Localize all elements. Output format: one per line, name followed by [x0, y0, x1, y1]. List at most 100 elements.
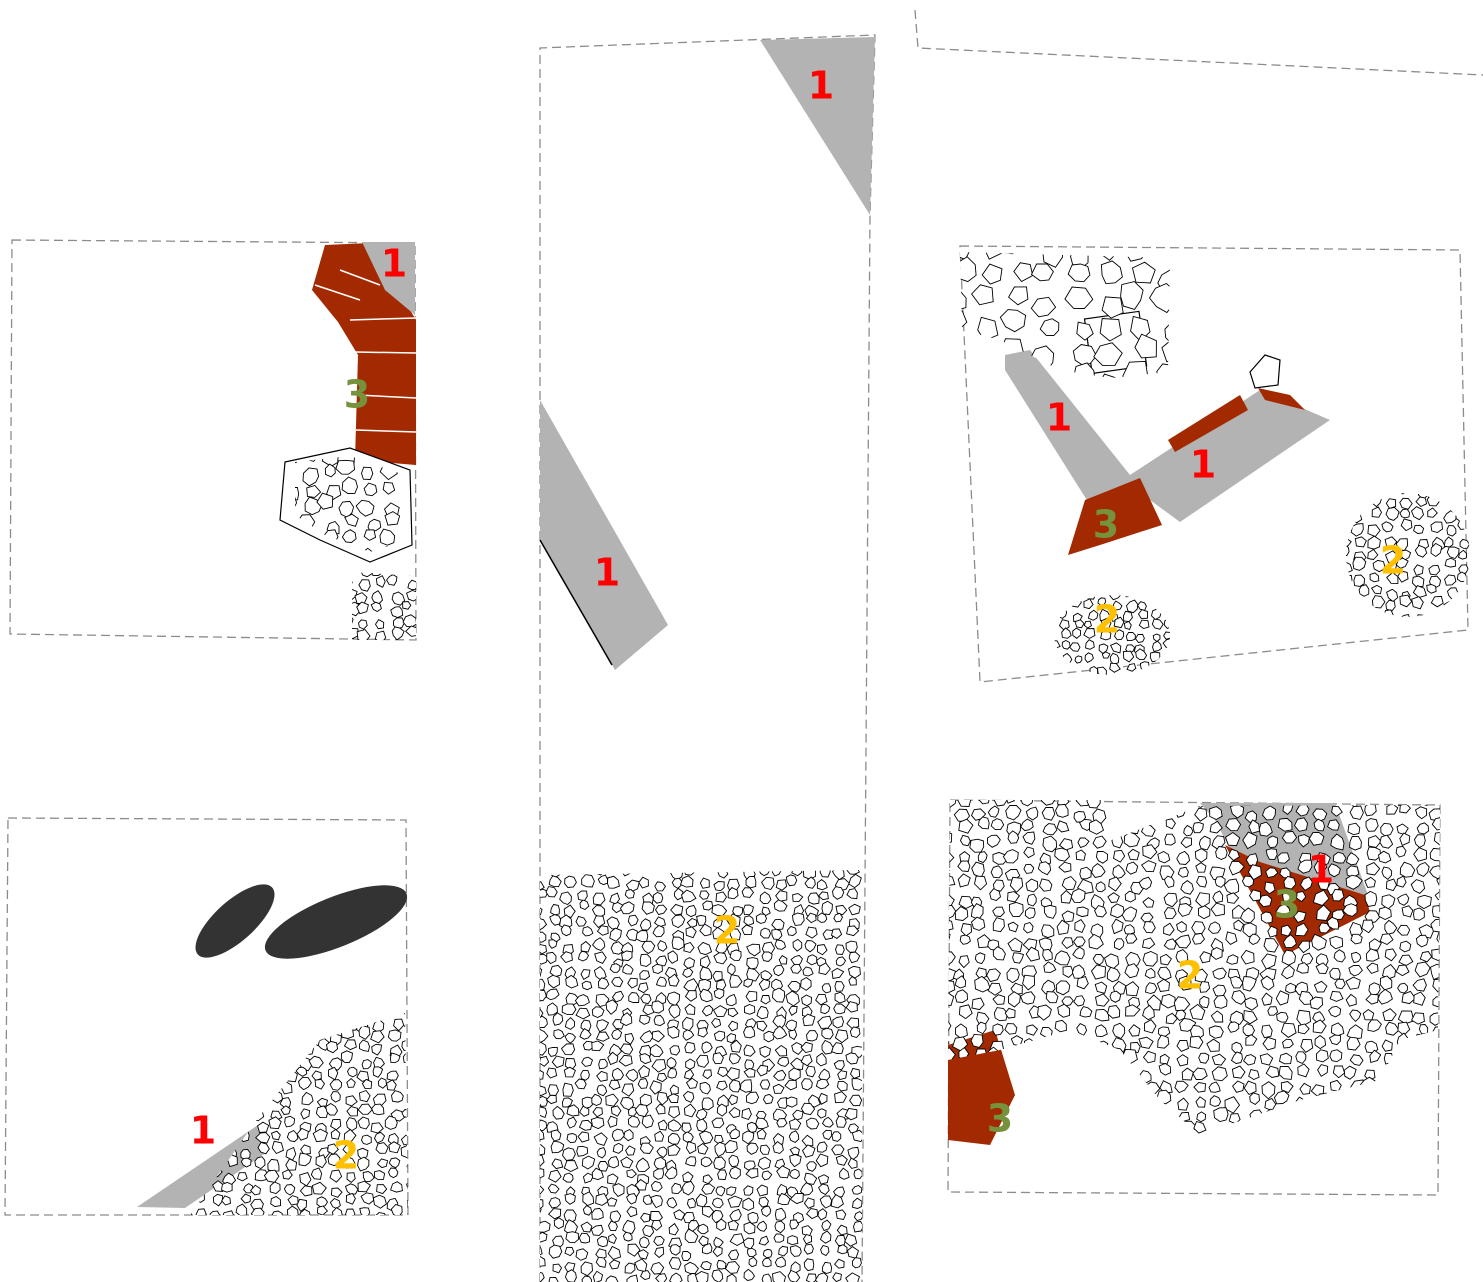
stone: [562, 1172, 574, 1183]
stone: [596, 925, 609, 936]
stone: [250, 1058, 263, 1070]
stone: [1368, 835, 1382, 848]
stone: [1152, 640, 1163, 652]
zone-label: 1: [1190, 443, 1216, 487]
stone: [1368, 982, 1381, 997]
stone: [1397, 893, 1410, 906]
stone: [1162, 1134, 1174, 1135]
stone: [697, 1223, 709, 1235]
stone: [1211, 1066, 1228, 1082]
stone: [835, 904, 848, 916]
stone: [1432, 905, 1440, 919]
stone: [786, 925, 797, 936]
stone: [1259, 1053, 1274, 1066]
stone: [668, 1257, 682, 1270]
stone: [1076, 1023, 1088, 1037]
stone: [1194, 968, 1208, 984]
stone: [1412, 585, 1427, 599]
stone: [1283, 875, 1297, 890]
stone: [990, 865, 1003, 879]
stone: [669, 1084, 679, 1096]
stone: [992, 906, 1005, 918]
stone: [801, 994, 813, 1007]
stone: [328, 1066, 339, 1081]
stone: [268, 1013, 279, 1014]
stone: [611, 902, 624, 914]
stone: [1410, 506, 1425, 521]
stone: [625, 1068, 638, 1082]
stone: [1280, 1022, 1297, 1038]
stone: [1060, 1125, 1074, 1135]
stone: [715, 979, 727, 991]
stone: [568, 870, 578, 872]
stone: [404, 1013, 408, 1019]
stone: [301, 1091, 314, 1106]
stone: [683, 957, 696, 969]
stone: [948, 931, 951, 946]
stone: [745, 875, 757, 889]
stone: [257, 1141, 270, 1155]
stone: [608, 1079, 621, 1091]
stone: [747, 1211, 759, 1224]
stone: [728, 1154, 740, 1168]
stone: [235, 1203, 248, 1215]
stone: [849, 1067, 861, 1079]
stone: [1249, 1109, 1264, 1124]
stone: [746, 957, 759, 970]
stone: [634, 1104, 649, 1118]
stone: [1006, 967, 1020, 984]
stone: [564, 1193, 576, 1205]
stone: [330, 1119, 342, 1131]
stone: [622, 1219, 636, 1234]
zone-label: 2: [1177, 954, 1203, 998]
stone: [548, 1244, 563, 1259]
stone: [316, 492, 334, 510]
stone: [575, 1248, 589, 1261]
stone: [1127, 822, 1141, 835]
stone: [1062, 965, 1075, 978]
stone: [593, 966, 607, 981]
stone: [195, 1208, 207, 1215]
stone: [1213, 994, 1228, 1009]
stone: [992, 946, 1006, 961]
stone: [285, 1146, 297, 1161]
stone: [1317, 1064, 1329, 1077]
stone: [608, 870, 622, 873]
stone: [1142, 1004, 1155, 1021]
stone: [1352, 556, 1367, 571]
stone: [774, 939, 787, 950]
stone: [345, 1192, 356, 1205]
stone: [741, 1107, 752, 1121]
stone: [552, 1012, 564, 1026]
stone: [1054, 606, 1056, 617]
stone: [1109, 1141, 1123, 1155]
stone: [1073, 995, 1085, 1007]
stone: [328, 1057, 343, 1071]
stone: [1346, 583, 1351, 595]
stone: [1261, 1081, 1276, 1100]
stone: [1224, 831, 1241, 847]
stone: [596, 1019, 610, 1033]
stone: [549, 914, 562, 926]
stone: [1004, 1023, 1018, 1035]
stone: [847, 1146, 860, 1161]
stone: [190, 1026, 195, 1037]
stone: [331, 1207, 343, 1215]
stone: [641, 1114, 654, 1129]
stone: [1380, 822, 1394, 837]
stone: [1079, 866, 1092, 880]
stone: [1177, 866, 1189, 878]
stone: [848, 951, 861, 964]
stone: [341, 529, 357, 543]
stone: [1039, 1026, 1053, 1038]
stone: [1278, 1065, 1293, 1080]
stone: [772, 1271, 787, 1282]
stone: [1285, 982, 1296, 994]
stone: [713, 1236, 724, 1249]
stone: [298, 1077, 312, 1091]
stone: [271, 1140, 285, 1155]
stone: [1162, 252, 1170, 255]
stone: [1364, 802, 1377, 817]
stone: [223, 1027, 234, 1040]
stone: [729, 1079, 741, 1093]
